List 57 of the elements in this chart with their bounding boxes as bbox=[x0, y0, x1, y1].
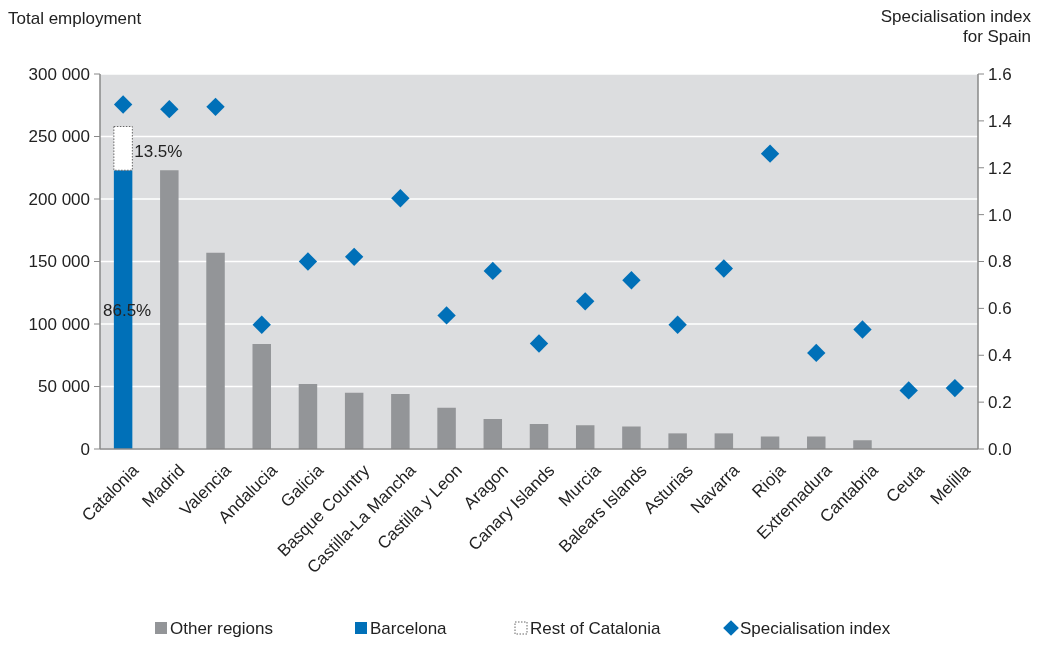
point bbox=[853, 320, 872, 339]
y-tick-label: 150 000 bbox=[28, 252, 90, 272]
point bbox=[391, 189, 410, 208]
legend-label: Specialisation index bbox=[740, 619, 891, 638]
legend-label: Barcelona bbox=[370, 619, 448, 638]
y-tick-label: 100 000 bbox=[28, 314, 90, 334]
point bbox=[483, 261, 502, 281]
legend-label: Other regions bbox=[170, 619, 273, 638]
y2-tick-label: 1.4 bbox=[988, 111, 1012, 131]
y-tick-label: 0 bbox=[80, 439, 90, 459]
point bbox=[807, 343, 826, 363]
bar bbox=[344, 392, 364, 449]
bar bbox=[437, 407, 456, 449]
bar bbox=[483, 419, 503, 449]
annotation: 13.5% bbox=[134, 142, 183, 162]
bar bbox=[298, 384, 318, 449]
y2-tick-label: 1.2 bbox=[988, 158, 1012, 178]
point bbox=[529, 334, 549, 353]
bar bbox=[160, 170, 179, 449]
bar bbox=[529, 424, 549, 449]
bar bbox=[206, 252, 225, 449]
bar bbox=[391, 394, 410, 449]
point bbox=[899, 381, 918, 400]
point bbox=[576, 292, 595, 311]
bar bbox=[575, 425, 595, 449]
y2-tick-label: 0.8 bbox=[988, 252, 1012, 272]
bar bbox=[853, 440, 872, 449]
point bbox=[714, 259, 734, 278]
point bbox=[668, 315, 687, 334]
y-axis-title: Total employment bbox=[8, 9, 142, 28]
y2-tick-label: 0.6 bbox=[988, 299, 1012, 319]
y-tick-label: 200 000 bbox=[28, 189, 90, 209]
y2-tick-label: 1.6 bbox=[988, 64, 1012, 84]
point bbox=[945, 378, 965, 398]
y2-axis-title: Specialisation index for Spain bbox=[880, 7, 1032, 46]
bar bbox=[252, 344, 271, 449]
y2-tick-label: 1.0 bbox=[988, 205, 1012, 225]
bar bbox=[714, 433, 734, 449]
point bbox=[344, 247, 364, 266]
point bbox=[252, 315, 271, 334]
y2-tick-label: 0.2 bbox=[988, 393, 1012, 413]
point bbox=[160, 99, 179, 119]
point bbox=[113, 95, 133, 114]
bar bbox=[668, 433, 687, 449]
legend-label: Rest of Catalonia bbox=[530, 619, 661, 638]
y-tick-label: 50 000 bbox=[38, 377, 90, 397]
point bbox=[622, 271, 641, 290]
point bbox=[760, 144, 780, 163]
point bbox=[437, 306, 456, 325]
point bbox=[298, 252, 318, 271]
y2-tick-label: 0.4 bbox=[988, 346, 1012, 366]
bar bbox=[807, 436, 826, 449]
y-tick-label: 250 000 bbox=[28, 127, 90, 147]
y2-tick-label: 0.0 bbox=[988, 439, 1012, 459]
y-tick-label: 300 000 bbox=[28, 64, 90, 84]
bar bbox=[622, 426, 641, 449]
point bbox=[206, 97, 225, 116]
